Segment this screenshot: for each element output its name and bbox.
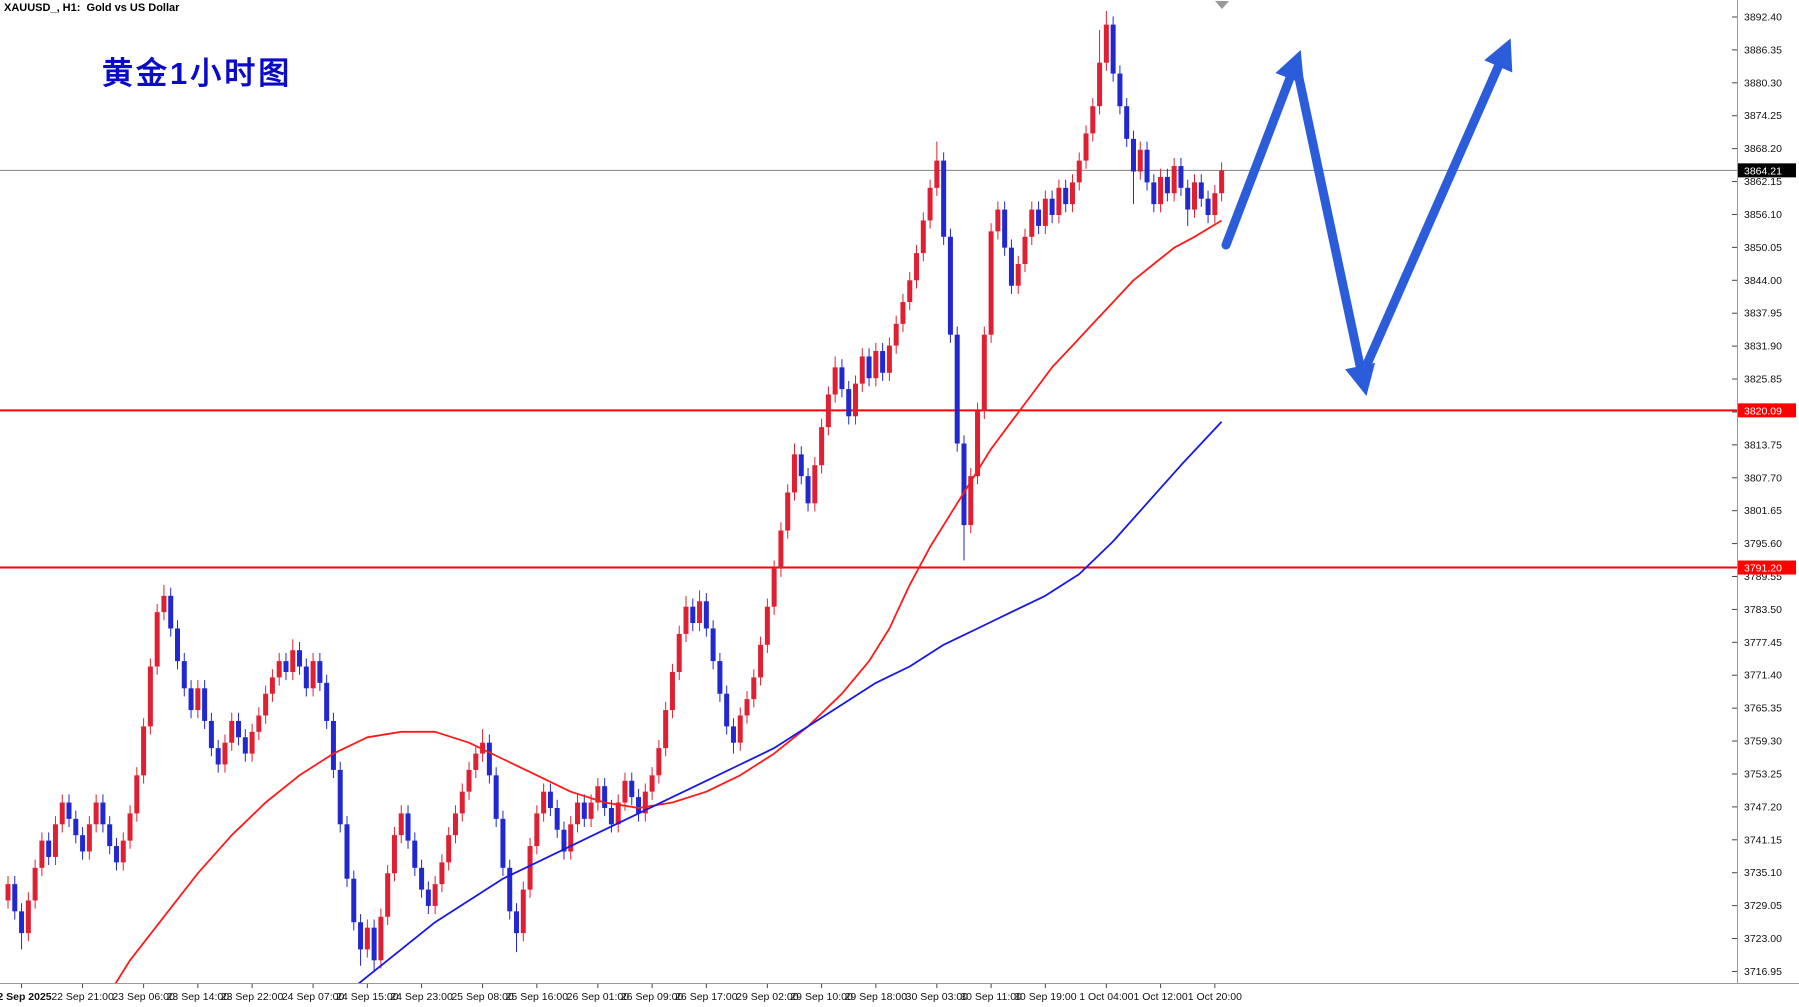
svg-text:3813.75: 3813.75: [1744, 439, 1782, 451]
svg-text:24 Sep 15:00: 24 Sep 15:00: [336, 991, 399, 1003]
svg-text:3825.85: 3825.85: [1744, 374, 1782, 386]
svg-text:3765.35: 3765.35: [1744, 703, 1782, 715]
svg-text:3837.95: 3837.95: [1744, 308, 1782, 320]
forecast-arrows[interactable]: [1221, 38, 1513, 396]
svg-text:24 Sep 07:00: 24 Sep 07:00: [282, 991, 345, 1003]
svg-text:3886.35: 3886.35: [1744, 44, 1782, 56]
svg-text:26 Sep 01:00: 26 Sep 01:00: [567, 991, 630, 1003]
svg-text:23 Sep 06:00: 23 Sep 06:00: [112, 991, 175, 1003]
svg-text:3723.00: 3723.00: [1744, 933, 1782, 945]
horizontal-line-3820-price-label: 3820.09: [1738, 403, 1796, 418]
svg-text:3783.50: 3783.50: [1744, 604, 1782, 616]
svg-text:1 Oct 20:00: 1 Oct 20:00: [1188, 991, 1242, 1003]
svg-text:3820.09: 3820.09: [1744, 405, 1782, 417]
svg-text:30 Sep 19:00: 30 Sep 19:00: [1014, 991, 1077, 1003]
svg-text:24 Sep 23:00: 24 Sep 23:00: [390, 991, 453, 1003]
svg-text:25 Sep 08:00: 25 Sep 08:00: [451, 991, 514, 1003]
svg-text:23 Sep 22:00: 23 Sep 22:00: [221, 991, 284, 1003]
svg-text:3716.95: 3716.95: [1744, 966, 1782, 978]
svg-text:25 Sep 16:00: 25 Sep 16:00: [506, 991, 569, 1003]
svg-text:3729.05: 3729.05: [1744, 900, 1782, 912]
svg-text:3862.15: 3862.15: [1744, 176, 1782, 188]
plot-area[interactable]: [0, 11, 1737, 1007]
horizontal-line-3791-price-label: 3791.20: [1738, 560, 1796, 575]
svg-text:3795.60: 3795.60: [1744, 538, 1782, 550]
svg-text:1 Oct 04:00: 1 Oct 04:00: [1079, 991, 1133, 1003]
svg-text:29 Sep 02:00: 29 Sep 02:00: [736, 991, 799, 1003]
chart-symbol-title: XAUUSD_, H1: Gold vs US Dollar: [4, 2, 180, 14]
svg-text:26 Sep 17:00: 26 Sep 17:00: [675, 991, 738, 1003]
chart-annotation-text[interactable]: 黄金1小时图: [102, 56, 293, 91]
svg-text:3874.25: 3874.25: [1744, 110, 1782, 122]
svg-text:3868.20: 3868.20: [1744, 143, 1782, 155]
svg-text:29 Sep 18:00: 29 Sep 18:00: [845, 991, 908, 1003]
svg-text:22 Sep 2025: 22 Sep 2025: [0, 991, 52, 1003]
svg-text:3844.00: 3844.00: [1744, 275, 1782, 287]
chart-shift-marker: [1215, 1, 1229, 9]
svg-text:3771.40: 3771.40: [1744, 670, 1782, 682]
svg-text:30 Sep 03:00: 30 Sep 03:00: [906, 991, 969, 1003]
svg-text:3741.15: 3741.15: [1744, 834, 1782, 846]
svg-text:3747.20: 3747.20: [1744, 801, 1782, 813]
svg-text:26 Sep 09:00: 26 Sep 09:00: [621, 991, 684, 1003]
svg-text:3759.30: 3759.30: [1744, 736, 1782, 748]
svg-text:3791.20: 3791.20: [1744, 563, 1782, 575]
svg-text:23 Sep 14:00: 23 Sep 14:00: [167, 991, 230, 1003]
ma-slow-blue[interactable]: [333, 421, 1223, 1004]
svg-text:3831.90: 3831.90: [1744, 341, 1782, 353]
svg-text:3807.70: 3807.70: [1744, 472, 1782, 484]
svg-text:30 Sep 11:00: 30 Sep 11:00: [960, 991, 1022, 1003]
ma-fast-red[interactable]: [96, 219, 1223, 1007]
current-price-line-price-label: 3864.21: [1738, 163, 1796, 178]
svg-text:3856.10: 3856.10: [1744, 209, 1782, 221]
svg-text:3892.40: 3892.40: [1744, 12, 1782, 24]
price-axis[interactable]: 3892.40 3886.35 3880.30 3874.25 3868.20 3862.…: [1732, 12, 1782, 978]
svg-text:3777.45: 3777.45: [1744, 637, 1782, 649]
candlesticks: [5, 11, 1225, 972]
svg-text:29 Sep 10:00: 29 Sep 10:00: [790, 991, 853, 1003]
svg-text:1 Oct 12:00: 1 Oct 12:00: [1133, 991, 1187, 1003]
svg-text:3880.30: 3880.30: [1744, 77, 1782, 89]
svg-text:22 Sep 21:00: 22 Sep 21:00: [51, 991, 114, 1003]
svg-text:3735.10: 3735.10: [1744, 867, 1782, 879]
svg-text:3850.05: 3850.05: [1744, 242, 1782, 254]
svg-text:3801.65: 3801.65: [1744, 505, 1782, 517]
svg-text:3753.25: 3753.25: [1744, 768, 1782, 780]
svg-text:3864.21: 3864.21: [1744, 165, 1782, 177]
